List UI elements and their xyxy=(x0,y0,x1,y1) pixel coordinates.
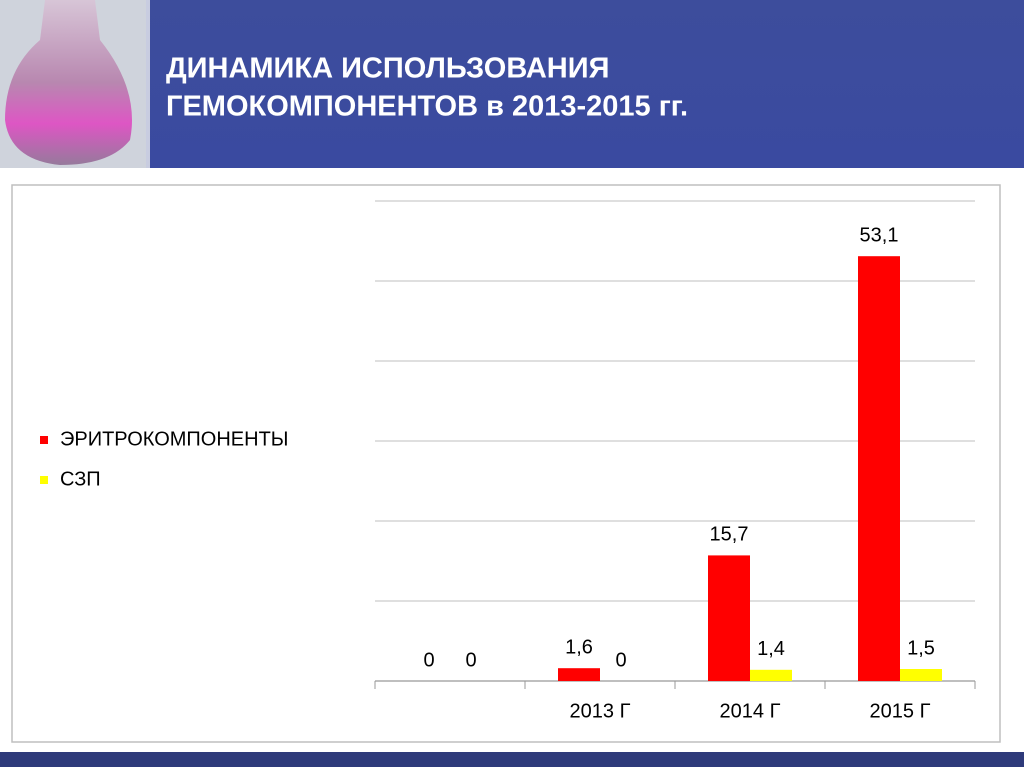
bar xyxy=(900,669,942,681)
value-label: 53,1 xyxy=(860,224,899,246)
x-tick-label: 2013 Г xyxy=(570,700,631,722)
value-label: 0 xyxy=(615,649,626,671)
value-label: 0 xyxy=(423,649,434,671)
footer-band xyxy=(0,752,1024,767)
bar xyxy=(858,256,900,681)
legend-label: СЗП xyxy=(60,468,101,490)
x-tick-label: 2014 Г xyxy=(720,700,781,722)
bar xyxy=(708,555,750,681)
bar xyxy=(750,669,792,681)
value-label: 15,7 xyxy=(710,524,749,546)
flask-icon xyxy=(5,0,132,165)
plot: 0 0 2013 Г 1,6 0 2014 Г 15,7 1,4 2015 Г 53,1 1,5 ЭР… xyxy=(40,200,976,722)
value-label: 1,6 xyxy=(565,636,593,658)
legend-swatch xyxy=(40,476,48,484)
bar xyxy=(558,668,600,681)
legend-label: ЭРИТРОКОМПОНЕНТЫ xyxy=(60,428,289,450)
value-label: 1,4 xyxy=(757,638,785,660)
header-band xyxy=(0,0,1024,168)
slide-title: ДИНАМИКА ИСПОЛЬЗОВАНИЯ xyxy=(166,53,609,85)
chart-panel xyxy=(11,184,1001,743)
x-tick-label: 2015 Г xyxy=(870,700,931,722)
header-divider xyxy=(146,0,150,168)
value-label: 0 xyxy=(465,649,476,671)
legend-swatch xyxy=(40,436,48,444)
value-label: 1,5 xyxy=(907,637,935,659)
slide-title: ГЕМОКОМПОНЕНТОВ в 2013-2015 гг. xyxy=(166,91,688,123)
